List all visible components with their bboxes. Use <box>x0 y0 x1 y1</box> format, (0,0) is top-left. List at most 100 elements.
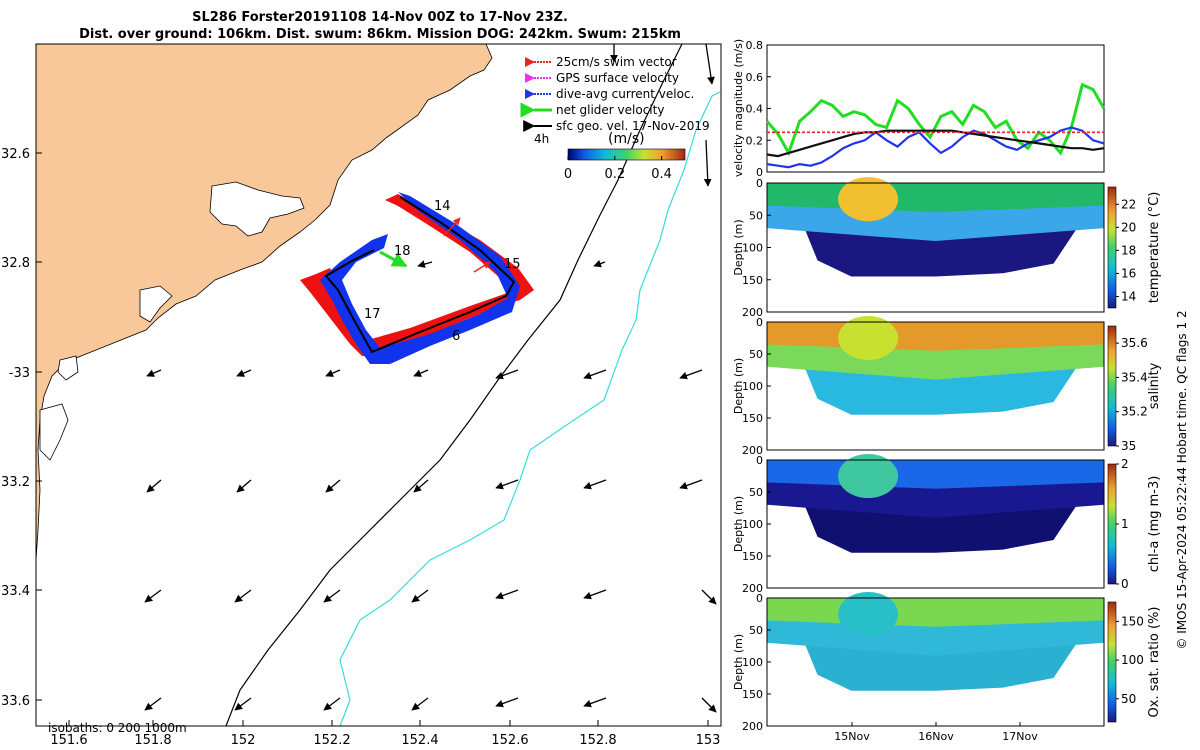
legend-dive-avg-label: dive-avg current veloc. <box>556 87 694 101</box>
map-frame <box>35 43 722 727</box>
geo-velocity-arrow <box>583 589 607 600</box>
legend-sfc-geo-label: sfc geo. vel. 17-Nov-2019 <box>556 119 710 133</box>
legend-net-glider-label: net glider velocity <box>556 103 664 117</box>
geo-velocity-arrow <box>323 697 341 711</box>
velocity-series-line <box>766 129 1105 158</box>
salinity-y-tick-label: 150 <box>742 412 763 425</box>
coastal-lake-2 <box>139 285 173 323</box>
map-y-tick-label: 33.6 <box>1 694 30 709</box>
geo-velocity-arrow <box>236 369 252 377</box>
map-y-tick-label: 32.8 <box>1 256 30 271</box>
geo-velocity-arrow <box>583 479 607 490</box>
temperature-y-tick-label: 150 <box>742 274 763 287</box>
green-net-vector <box>379 250 408 268</box>
temperature-colorbar-tick-label: 20 <box>1121 220 1136 234</box>
track-label-6: 6 <box>452 329 460 344</box>
geo-velocity-arrow <box>144 589 162 603</box>
salinity-ylabel: Depth (m) <box>732 358 745 414</box>
track-label-14: 14 <box>434 199 451 214</box>
map-x-tick-label: 152 <box>231 733 256 748</box>
geo-velocity-arrow <box>583 369 607 380</box>
oxygen-colorbar-label: Ox. sat. ratio (%) <box>1147 607 1162 718</box>
chla-y-tick-label: 200 <box>742 582 763 595</box>
imos-credit-note: © IMOS 15-Apr-2024 05:22:44 Hobart time.… <box>1175 310 1189 649</box>
temperature-anomaly-patch <box>838 177 899 222</box>
chla-colorbar-tick-label: 2 <box>1121 457 1129 471</box>
isobath-1000m <box>339 91 721 726</box>
temperature-panel: 0 50 100 150 200 Depth (m) 14 16 18 20 22 temperatu… <box>732 177 1162 319</box>
figure-title-line-1: SL286 Forster20191108 14-Nov 00Z to 17-N… <box>192 10 568 25</box>
track-label-18: 18 <box>394 244 411 259</box>
speed-colorbar-tick-label: 0.4 <box>651 167 672 182</box>
salinity-panel: 0 50 100 150 200 Depth (m) 35 35.2 35.4 35.6 salin… <box>732 316 1162 457</box>
oxygen-x-tick-label: 17Nov <box>1002 730 1038 743</box>
temperature-colorbar-label: temperature (°C) <box>1147 192 1162 304</box>
temperature-colorbar-tick-label: 14 <box>1121 289 1136 303</box>
map-x-tick-label: 152.6 <box>491 733 528 748</box>
chla-y-tick-label: 150 <box>742 550 763 563</box>
chla-colorbar-tick-label: 1 <box>1121 517 1129 531</box>
map-x-tick-label: 151.6 <box>50 733 87 748</box>
oxygen-x-tick-label: 15Nov <box>834 730 870 743</box>
geo-velocity-arrow <box>236 479 252 493</box>
map-axis-ticks: 151.6 151.8 152 152.2 152.4 152.6 152.8 153 32.6… <box>1 147 720 748</box>
velocity-y-tick-label: 0 <box>756 166 763 179</box>
isobath-200m <box>225 44 683 726</box>
salinity-y-tick-label: 100 <box>742 380 763 393</box>
velocity-series <box>765 82 1106 169</box>
oxygen-colorbar-tick-label: 100 <box>1121 653 1144 667</box>
geo-velocity-arrow <box>411 697 429 711</box>
oxygen-colorbar <box>1107 601 1117 723</box>
map-x-tick-label: 152.8 <box>579 733 616 748</box>
legend-gps-label: GPS surface velocity <box>556 71 679 85</box>
legend-swim-vector-label: 25cm/s swim vector <box>556 55 677 69</box>
colorbar-unit-label: (m/s) <box>608 131 645 147</box>
map-legend: 25cm/s swim vector GPS surface velocity … <box>520 55 710 182</box>
chla-y-tick-label: 100 <box>742 518 763 531</box>
chla-colorbar-tick-label: 0 <box>1121 577 1129 591</box>
temperature-y-tick-label: 0 <box>756 177 763 190</box>
velocity-y-tick-label: 0.6 <box>746 71 764 84</box>
map-x-tick-label: 151.8 <box>134 733 171 748</box>
speed-colorbar-tick-label: 0.2 <box>604 167 625 182</box>
dive-avg-current-band <box>320 192 520 364</box>
temperature-y-tick-label: 200 <box>742 306 763 319</box>
speed-colorbar-tick-label: 0 <box>564 167 572 182</box>
geo-velocity-arrow <box>495 479 519 490</box>
temperature-colorbar-tick-label: 16 <box>1121 266 1136 280</box>
chla-anomaly-patch <box>838 454 899 498</box>
geo-velocity-arrow <box>679 369 703 380</box>
coastal-lake-4 <box>39 403 69 461</box>
speed-colorbar <box>567 148 686 161</box>
salinity-colorbar-tick-label: 35.6 <box>1121 336 1148 350</box>
oxygen-y-tick-label: 100 <box>742 656 763 669</box>
geo-velocity-arrow <box>325 479 341 493</box>
oxygen-y-tick-label: 200 <box>742 720 763 733</box>
salinity-anomaly-patch <box>838 316 899 360</box>
coastal-lake-3 <box>57 355 79 381</box>
map-y-tick-label: -33 <box>9 366 30 381</box>
geo-velocity-arrow <box>583 697 607 708</box>
track-label-17: 17 <box>364 307 381 322</box>
geo-velocity-arrow <box>146 369 162 377</box>
geo-velocity-arrow <box>323 589 341 603</box>
geo-velocity-arrow <box>495 589 519 600</box>
glider-track <box>300 192 534 364</box>
oxygen-anomaly-patch <box>838 592 899 636</box>
track-label-15: 15 <box>504 257 521 272</box>
temperature-colorbar <box>1107 186 1117 309</box>
oxygen-y-tick-label: 50 <box>749 624 763 637</box>
velocity-series-line <box>765 82 1106 157</box>
geo-velocity-arrow <box>495 697 519 708</box>
salinity-colorbar-tick-label: 35.4 <box>1121 370 1148 384</box>
geo-velocity-arrow <box>411 589 429 603</box>
velocity-y-ticks: 0 0.2 0.4 0.6 0.8 <box>746 39 771 179</box>
geo-velocity-arrow <box>413 479 429 493</box>
oxygen-y-tick-label: 0 <box>756 592 763 605</box>
geo-velocity-arrow <box>417 260 433 268</box>
red-swim-arrow-2 <box>473 261 491 273</box>
geo-velocity-arrow <box>325 369 341 377</box>
geo-velocity-arrow <box>144 697 162 711</box>
